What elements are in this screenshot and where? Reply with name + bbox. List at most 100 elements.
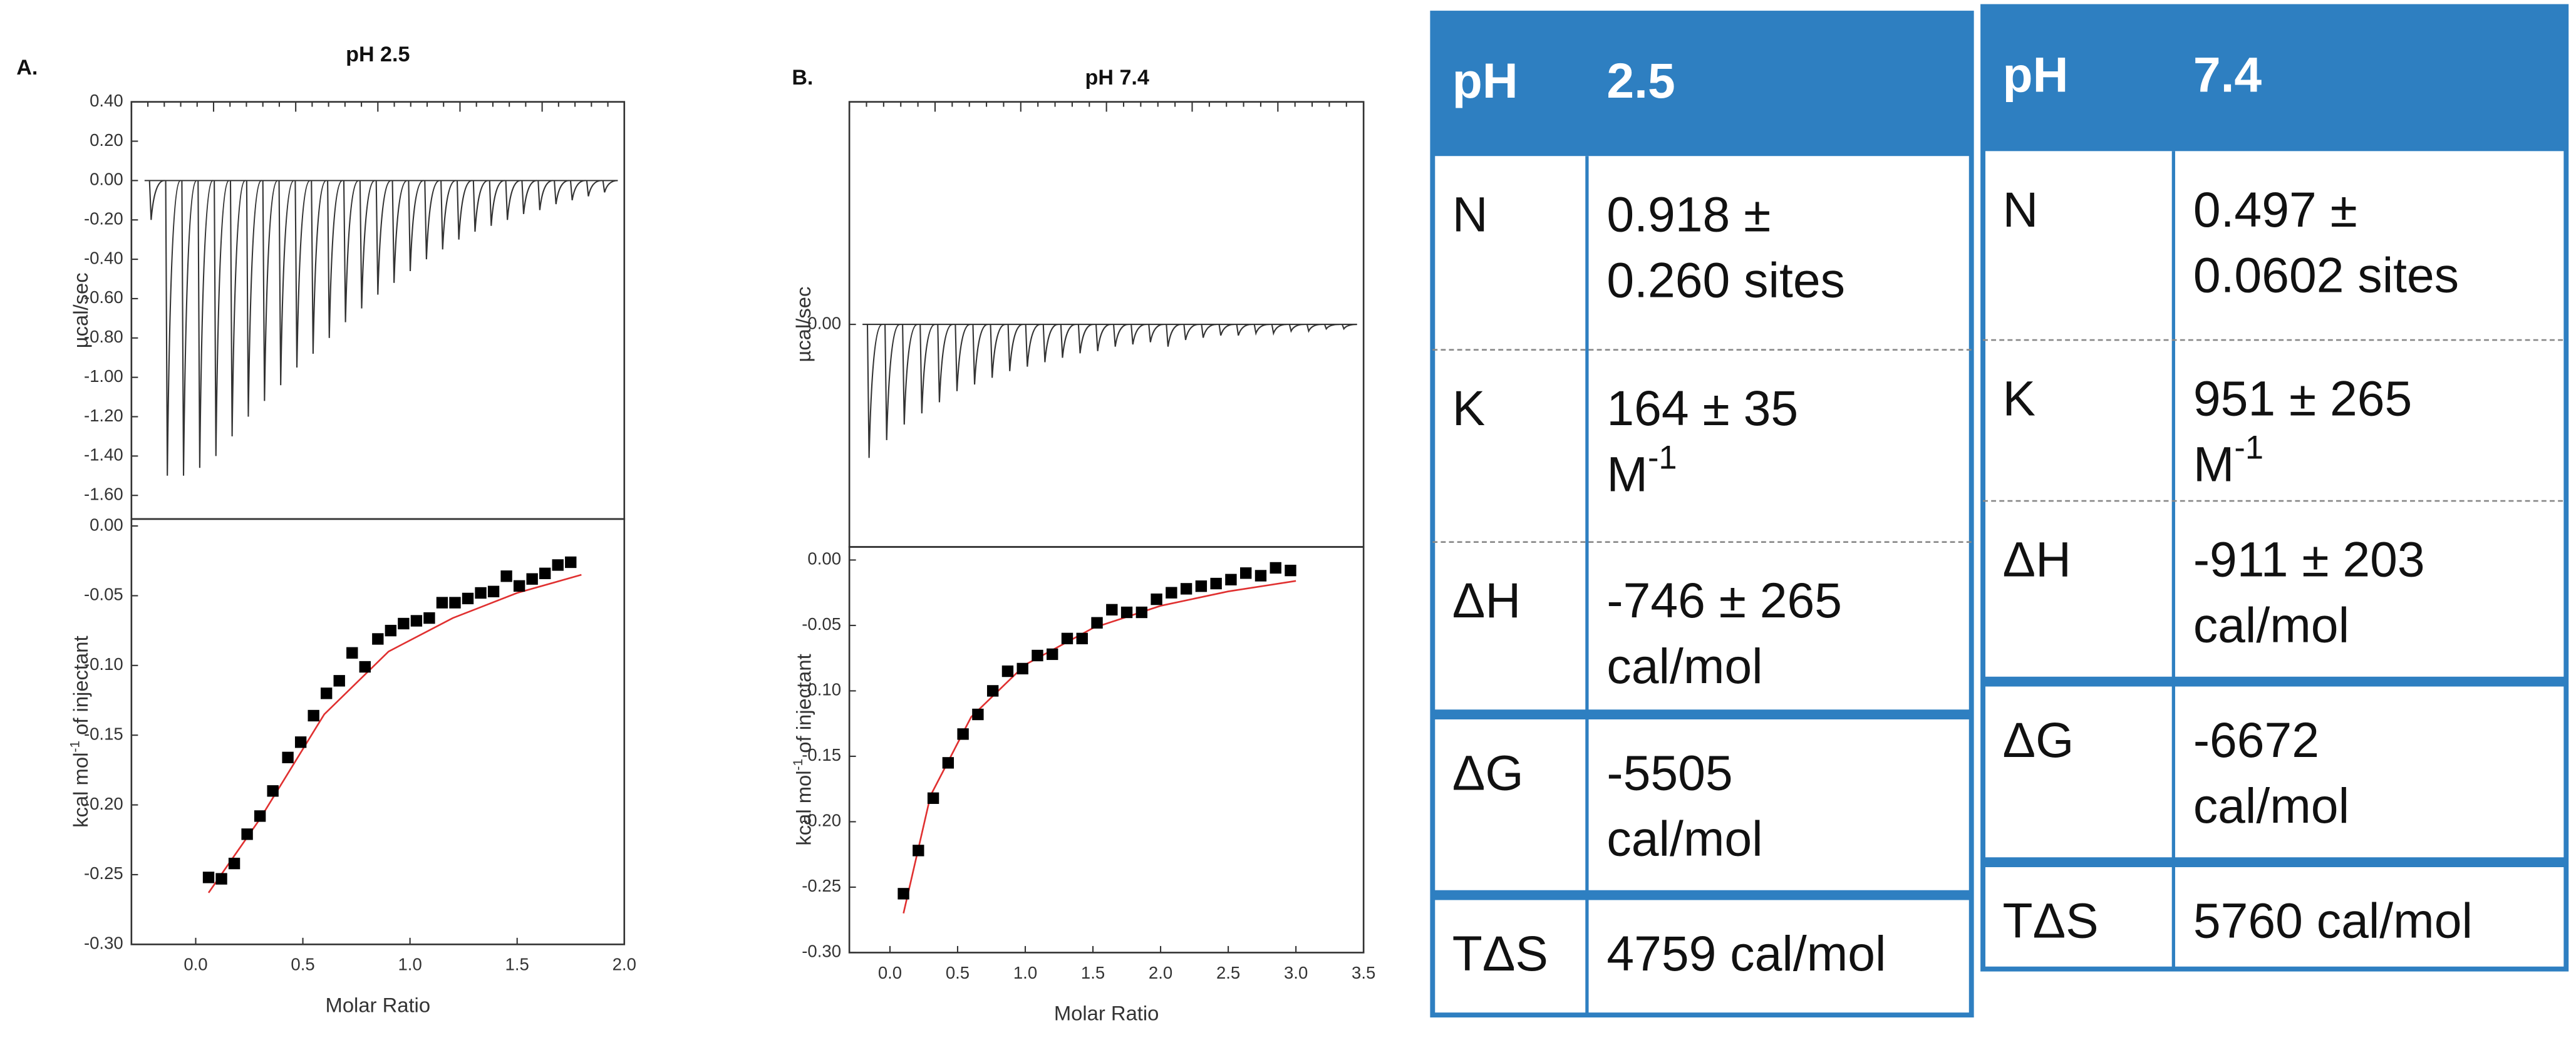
data-point	[1285, 564, 1296, 577]
data-point	[346, 647, 358, 659]
x-tick-label: 0.0	[878, 963, 902, 982]
injection-peak	[884, 324, 901, 440]
row-label: TΔS	[2003, 893, 2099, 949]
y-tick-label: -0.30	[802, 942, 841, 961]
data-point	[359, 661, 371, 673]
data-point	[1016, 662, 1028, 675]
injection-peak	[343, 180, 360, 322]
injection-peak	[1306, 324, 1322, 333]
injection-peak	[521, 180, 537, 214]
injection-peak	[954, 324, 971, 391]
injection-peak	[505, 180, 521, 220]
cell-value: 0.260 sites	[1606, 253, 1845, 308]
injection-peak	[1218, 324, 1234, 336]
data-point	[398, 617, 410, 630]
fit-line	[903, 580, 1296, 914]
injection-peak	[1288, 324, 1305, 333]
data-point	[972, 708, 984, 721]
y-tick-label: -1.60	[84, 484, 123, 503]
cell-value: -746 ± 265	[1606, 573, 1842, 628]
injection-peak	[1060, 324, 1076, 358]
cell-value: 4759 cal/mol	[1606, 926, 1886, 981]
y-tick-label: 0.00	[90, 170, 123, 189]
data-point	[539, 567, 551, 579]
y-axis-label: µcal/sec	[792, 287, 815, 363]
data-point	[308, 709, 319, 722]
y-tick-label: -0.80	[84, 327, 123, 346]
data-point	[565, 556, 577, 569]
y-tick-label: -1.00	[84, 366, 123, 386]
injection-peak	[1113, 324, 1129, 347]
data-point	[1047, 648, 1058, 661]
data-point	[1076, 632, 1088, 644]
injection-peak	[937, 324, 953, 403]
cell-value: cal/mol	[2193, 597, 2349, 652]
header-cell: 7.4	[2193, 48, 2262, 103]
row-label: ΔH	[2003, 532, 2071, 587]
data-point	[942, 757, 954, 769]
data-point	[215, 873, 227, 885]
y-tick-label: 0.00	[90, 515, 123, 534]
injection-peak	[472, 180, 489, 232]
x-tick-label: 3.0	[1284, 963, 1308, 982]
injection-peak	[1095, 324, 1111, 351]
y-axis-label: kcal mol-1 of injectant	[68, 636, 92, 827]
y-axis-label-part: of injectant	[69, 636, 92, 741]
panel-label: B.	[792, 66, 813, 90]
injection-peak	[866, 324, 883, 458]
cell-value: 5760 cal/mol	[2193, 893, 2473, 949]
x-tick-label: 2.0	[1149, 963, 1172, 982]
cell-value: cal/mol	[1606, 639, 1762, 694]
injection-peak	[294, 180, 311, 368]
data-point	[1225, 574, 1237, 585]
injection-peak	[278, 180, 294, 386]
cell-value: -6672	[2193, 713, 2319, 768]
y-tick-label: -0.20	[84, 209, 123, 229]
y-tick-label: -0.25	[84, 863, 123, 883]
injection-peak	[165, 180, 182, 476]
injection-peak	[375, 180, 391, 295]
cell-value-sup: -1	[2234, 430, 2263, 466]
injection-peak	[919, 324, 936, 414]
y-tick-label: 0.40	[90, 91, 123, 110]
data-point	[1195, 580, 1208, 592]
plot-frame	[130, 101, 626, 520]
y-tick-label: -0.30	[84, 934, 123, 953]
y-tick-label: -0.60	[84, 287, 123, 307]
data-point	[1270, 562, 1281, 574]
injection-peak	[990, 324, 1006, 378]
injection-peak	[902, 324, 918, 425]
data-point	[1240, 567, 1252, 579]
row-label: ΔG	[1452, 746, 1524, 801]
cell-value: M-1	[1606, 440, 1677, 502]
data-point	[927, 792, 939, 804]
y-axis-label-part: kcal mol	[792, 771, 815, 846]
table-frame	[1430, 11, 1974, 1018]
row-label: TΔS	[1452, 926, 1548, 981]
injection-peak	[408, 180, 424, 271]
header-cell: pH	[1452, 53, 1518, 108]
panel-title: pH 7.4	[1085, 66, 1149, 90]
cell-value: 0.918 ±	[1606, 187, 1771, 242]
y-axis-label: kcal mol-1 of injectant	[790, 654, 815, 845]
data-point	[1180, 583, 1192, 595]
x-tick-label: 0.5	[291, 955, 314, 974]
table-header	[1432, 13, 1972, 157]
y-tick-label: -0.10	[84, 654, 123, 674]
injection-peak	[262, 180, 278, 401]
panel-label: A.	[16, 56, 38, 80]
data-point	[423, 612, 435, 624]
cell-value-part: M	[1606, 446, 1648, 502]
injection-peak	[424, 180, 440, 260]
injection-peak	[181, 180, 198, 476]
y-tick-label: -0.10	[802, 680, 841, 699]
x-tick-label: 1.5	[505, 955, 529, 974]
y-tick-label: -0.05	[84, 585, 123, 604]
y-axis-label-part: kcal mol	[69, 753, 92, 828]
row-label: ΔG	[2003, 713, 2074, 768]
injection-peak	[311, 180, 327, 354]
cell-value: 164 ± 35	[1606, 381, 1798, 436]
data-point	[385, 624, 397, 637]
data-point	[1106, 604, 1118, 616]
